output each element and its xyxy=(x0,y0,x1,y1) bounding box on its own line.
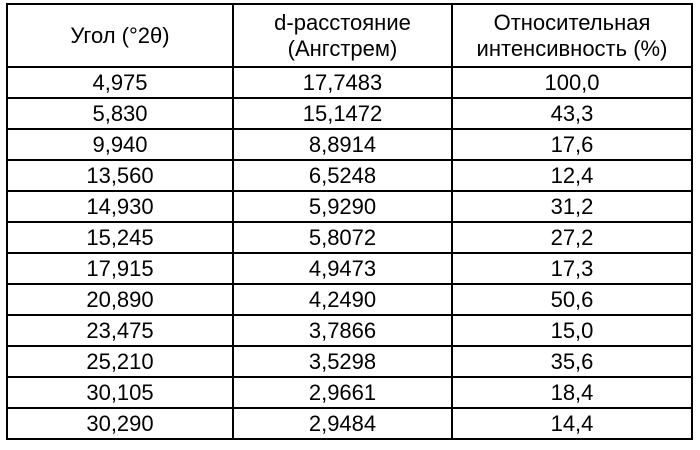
cell-angle: 5,830 xyxy=(6,97,234,130)
table-body: 4,975 17,7483 100,0 5,830 15,1472 43,3 9,940 8,… xyxy=(6,66,693,440)
header-intensity-line-1: Относительная xyxy=(493,9,651,35)
cell-d-spacing: 3,5298 xyxy=(232,345,453,378)
table-row: 13,560 6,5248 12,4 xyxy=(6,159,693,192)
cell-d-spacing: 4,2490 xyxy=(232,283,453,316)
cell-angle: 17,915 xyxy=(6,252,234,285)
table-header: Угол (°2θ) d-расстояние (Ангстрем) Относ… xyxy=(6,3,693,68)
cell-angle: 14,930 xyxy=(6,190,234,223)
header-d-spacing-line-2: (Ангстрем) xyxy=(287,35,398,61)
table-row: 23,475 3,7866 15,0 xyxy=(6,314,693,347)
table-row: 17,915 4,9473 17,3 xyxy=(6,252,693,285)
cell-d-spacing: 6,5248 xyxy=(232,159,453,192)
cell-relative-intensity: 12,4 xyxy=(451,159,693,192)
table-row: 9,940 8,8914 17,6 xyxy=(6,128,693,161)
cell-d-spacing: 4,9473 xyxy=(232,252,453,285)
cell-relative-intensity: 50,6 xyxy=(451,283,693,316)
header-d-spacing-line-1: d-расстояние xyxy=(274,9,411,35)
table-row: 5,830 15,1472 43,3 xyxy=(6,97,693,130)
table-row: 25,210 3,5298 35,6 xyxy=(6,345,693,378)
cell-relative-intensity: 35,6 xyxy=(451,345,693,378)
cell-angle: 4,975 xyxy=(6,66,234,99)
table-row: 15,245 5,8072 27,2 xyxy=(6,221,693,254)
cell-relative-intensity: 31,2 xyxy=(451,190,693,223)
cell-relative-intensity: 43,3 xyxy=(451,97,693,130)
cell-relative-intensity: 18,4 xyxy=(451,376,693,409)
cell-angle: 30,290 xyxy=(6,407,234,440)
cell-angle: 25,210 xyxy=(6,345,234,378)
xrd-peak-table: Угол (°2θ) d-расстояние (Ангстрем) Относ… xyxy=(6,3,693,440)
cell-relative-intensity: 17,3 xyxy=(451,252,693,285)
cell-relative-intensity: 17,6 xyxy=(451,128,693,161)
cell-d-spacing: 15,1472 xyxy=(232,97,453,130)
header-angle-line: Угол (°2θ) xyxy=(70,22,170,48)
xrd-peak-table-container: Угол (°2θ) d-расстояние (Ангстрем) Относ… xyxy=(6,3,693,440)
table-row: 14,930 5,9290 31,2 xyxy=(6,190,693,223)
cell-angle: 13,560 xyxy=(6,159,234,192)
table-row: 30,105 2,9661 18,4 xyxy=(6,376,693,409)
header-intensity-line-2: интенсивность (%) xyxy=(476,35,668,61)
table-row: 4,975 17,7483 100,0 xyxy=(6,66,693,99)
cell-angle: 20,890 xyxy=(6,283,234,316)
header-angle: Угол (°2θ) xyxy=(6,3,234,68)
cell-relative-intensity: 15,0 xyxy=(451,314,693,347)
header-d-spacing: d-расстояние (Ангстрем) xyxy=(232,3,453,68)
cell-d-spacing: 2,9661 xyxy=(232,376,453,409)
cell-angle: 23,475 xyxy=(6,314,234,347)
header-row: Угол (°2θ) d-расстояние (Ангстрем) Относ… xyxy=(6,3,693,68)
cell-angle: 15,245 xyxy=(6,221,234,254)
cell-d-spacing: 17,7483 xyxy=(232,66,453,99)
cell-d-spacing: 2,9484 xyxy=(232,407,453,440)
cell-d-spacing: 3,7866 xyxy=(232,314,453,347)
cell-relative-intensity: 27,2 xyxy=(451,221,693,254)
cell-relative-intensity: 14,4 xyxy=(451,407,693,440)
cell-relative-intensity: 100,0 xyxy=(451,66,693,99)
cell-d-spacing: 5,8072 xyxy=(232,221,453,254)
cell-d-spacing: 5,9290 xyxy=(232,190,453,223)
cell-angle: 9,940 xyxy=(6,128,234,161)
header-relative-intensity: Относительная интенсивность (%) xyxy=(451,3,693,68)
cell-angle: 30,105 xyxy=(6,376,234,409)
table-row: 20,890 4,2490 50,6 xyxy=(6,283,693,316)
cell-d-spacing: 8,8914 xyxy=(232,128,453,161)
table-row: 30,290 2,9484 14,4 xyxy=(6,407,693,440)
